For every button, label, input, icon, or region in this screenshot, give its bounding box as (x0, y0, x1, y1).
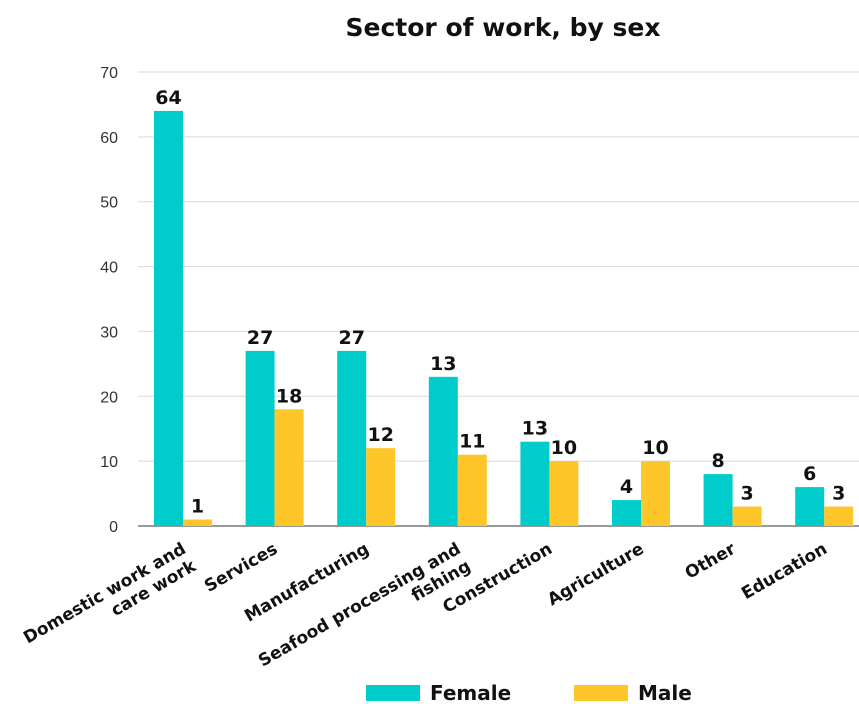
data-label-female: 6 (803, 463, 816, 485)
data-label-female: 13 (430, 353, 456, 375)
y-axis-ticks: 0 10 20 30 40 50 60 70 (100, 65, 118, 536)
bar-female-agriculture (612, 500, 641, 526)
data-label-female: 27 (338, 327, 364, 349)
y-tick-label: 70 (100, 65, 118, 82)
bar-male-agriculture (641, 461, 670, 526)
y-tick-label: 40 (100, 260, 118, 277)
bar-male-seafood-processing-and-fishing (457, 454, 487, 526)
x-tick-label: Other (682, 539, 740, 584)
data-label-male: 10 (551, 437, 577, 459)
bar-male-construction (549, 461, 579, 526)
chart-title: Sector of work, by sex (346, 13, 661, 42)
data-label-female: 4 (620, 476, 633, 498)
data-label-male: 12 (367, 424, 393, 446)
bar-male-other (732, 506, 762, 526)
data-label-female: 13 (522, 418, 548, 440)
data-label-male: 11 (459, 431, 485, 453)
data-label-female: 27 (247, 327, 273, 349)
data-label-male: 18 (276, 385, 302, 407)
x-tick-label: Education (738, 539, 830, 604)
data-label-male: 10 (642, 437, 668, 459)
bar-female-other (703, 474, 733, 526)
y-tick-label: 30 (100, 324, 118, 341)
bar-female-domestic-work-and-care-work (154, 110, 183, 527)
bars (154, 110, 854, 527)
legend-label-male: Male (638, 681, 692, 704)
legend: Female Male (366, 681, 692, 704)
x-tick-label: Services (201, 539, 281, 597)
data-label-male: 3 (832, 483, 845, 505)
bar-female-services (245, 350, 275, 526)
bar-female-seafood-processing-and-fishing (428, 376, 458, 526)
bar-female-construction (520, 441, 550, 526)
bar-female-manufacturing (337, 350, 367, 526)
y-tick-label: 0 (109, 519, 118, 536)
y-tick-label: 20 (100, 389, 118, 406)
y-tick-label: 60 (100, 130, 118, 147)
bar-male-services (274, 409, 304, 526)
x-tick-label: Seafood processing andfishing (255, 539, 474, 689)
x-tick-label: Agriculture (544, 539, 647, 610)
data-label-female: 64 (155, 87, 181, 109)
data-label-female: 8 (711, 450, 724, 472)
bar-male-manufacturing (366, 448, 396, 526)
x-axis-ticks: Domestic work andcare work ServicesManufa… (20, 539, 830, 689)
legend-swatch-male (574, 685, 628, 701)
data-label-male: 1 (191, 496, 204, 518)
legend-label-female: Female (430, 681, 511, 704)
legend-swatch-female (366, 685, 420, 701)
y-tick-label: 10 (100, 454, 118, 471)
x-tick-label: Domestic work andcare work (20, 539, 200, 666)
bar-male-domestic-work-and-care-work (183, 519, 212, 526)
y-tick-label: 50 (100, 195, 118, 212)
bar-female-education (795, 487, 825, 526)
data-label-male: 3 (740, 483, 753, 505)
bar-male-education (824, 506, 854, 526)
